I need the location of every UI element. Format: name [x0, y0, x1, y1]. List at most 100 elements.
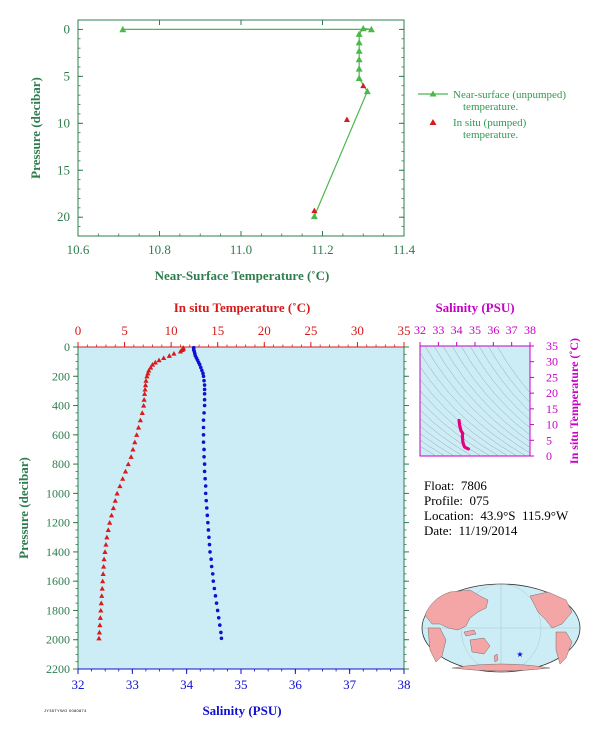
profile-salinity-point — [202, 378, 206, 383]
profile-temperature-point — [97, 622, 103, 628]
ts-temperature-tick-label: 15 — [546, 402, 558, 416]
profile-temperature-point — [101, 563, 107, 569]
profile-salinity-point — [202, 462, 207, 466]
near-surface-temperature-point — [355, 30, 363, 37]
profile-salinity-tick-label: 37 — [343, 677, 357, 692]
ts-density-contour — [433, 346, 530, 448]
top-x-tick-label: 11.2 — [311, 242, 333, 257]
ts-density-contour — [496, 346, 530, 394]
top-y-axis-label: Pressure (decibar) — [28, 77, 43, 179]
profile-temperature-point — [171, 350, 177, 356]
profile-temperature-point — [104, 534, 110, 540]
profile-pressure-tick-label: 1000 — [46, 486, 70, 500]
ts-density-contour — [451, 346, 530, 436]
profile-data-marks — [96, 345, 224, 641]
profile-temperature-tick-label: 10 — [165, 323, 178, 338]
profile-salinity-point — [201, 374, 206, 379]
profile-pressure-tick-label: 800 — [52, 457, 70, 471]
profile-salinity-point — [216, 615, 221, 620]
profile-temperature-point — [125, 461, 131, 467]
profile-salinity-point — [207, 535, 211, 540]
profile-temperature-point — [149, 361, 156, 367]
profile-temperature-point — [148, 364, 154, 370]
profile-temperature-point — [142, 386, 148, 392]
ts-salinity-tick-label: 32 — [414, 323, 426, 337]
profile-temperature-point — [98, 600, 104, 606]
profile-temperature-point — [97, 615, 103, 620]
profile-salinity-point — [200, 368, 204, 373]
profile-temperature-point — [101, 556, 107, 562]
near-surface-temperature-line — [122, 27, 372, 217]
ts-density-contour — [420, 378, 509, 456]
top-y-tick-label: 15 — [57, 162, 70, 177]
ts-temperature-tick-label: 10 — [546, 418, 558, 432]
profile-salinity-tick-label: 34 — [180, 677, 194, 692]
profile-temperature-point — [105, 527, 111, 533]
profile-salinity-point — [207, 542, 212, 547]
ts-density-contour — [442, 346, 530, 442]
ts-temperature-tick-label: 5 — [546, 433, 552, 447]
float-info: Float: 7806 Profile: 075 Location: 43.9°… — [424, 478, 568, 538]
profile-temperature-point — [161, 355, 167, 361]
profile-temperature-point — [98, 607, 104, 613]
profile-pressure-tick-label: 400 — [52, 399, 70, 413]
profile-temperature-point — [117, 483, 123, 489]
profile-pressure-tick-label: 0 — [64, 340, 70, 354]
top-y-tick-label: 0 — [64, 21, 71, 36]
profile-chart: 32 33 34 35 36 37 38 0 5 10 15 20 25 30 35 0 200 400 600 80… — [16, 300, 411, 718]
ts-salinity-tick-label: 37 — [506, 323, 518, 337]
profile-temperature-point — [108, 512, 115, 518]
profile-temperature-tick-label: 15 — [211, 323, 224, 338]
profile-temperature-point — [177, 348, 184, 354]
profile-salinity-point — [209, 564, 214, 569]
ts-salinity-tick-label: 33 — [432, 323, 444, 337]
profile-pressure-tick-label: 1400 — [46, 545, 70, 559]
profile-temperature-point — [135, 424, 142, 430]
near-surface-temperature-point — [367, 25, 375, 33]
profile-temperature-point — [107, 520, 113, 525]
profile-temperature-point — [112, 498, 118, 503]
profile-temperature-tick-label: 25 — [304, 323, 317, 338]
profile-temperature-point — [156, 357, 162, 363]
profile-pressure-tick-label: 1800 — [46, 603, 70, 617]
profile-temperature-tick-label: 5 — [121, 323, 128, 338]
map-land — [424, 589, 573, 672]
world-map: ★ — [421, 583, 581, 673]
profile-salinity-point — [219, 636, 224, 641]
profile-temperature-point — [134, 432, 140, 437]
ts-density-contour — [460, 346, 530, 429]
ts-density-contour — [420, 418, 473, 456]
ts-salinity-tick-label: 35 — [469, 323, 481, 337]
near-surface-temperature-point — [310, 212, 318, 220]
profile-temperature-point — [100, 578, 106, 584]
top-x-tick-label: 11.0 — [230, 242, 252, 257]
profile-salinity-tick-label: 36 — [289, 677, 303, 692]
profile-pressure-tick-label: 1200 — [46, 516, 70, 530]
top-y-tick-label: 5 — [64, 68, 71, 83]
near-surface-temperature-chart: 10.6 10.8 11.0 11.2 11.4 0 5 10 15 20 Near-Surfac… — [28, 19, 566, 283]
ts-density-contour — [424, 346, 530, 454]
ts-plot-background — [419, 345, 531, 457]
profile-salinity-point — [202, 454, 206, 459]
profile-temperature-point — [110, 505, 116, 511]
profile-salinity-point — [214, 601, 219, 605]
profile-salinity-point — [215, 608, 220, 613]
date: Date: 11/19/2014 — [424, 523, 518, 538]
profile-plot-background — [78, 347, 404, 669]
ts-density-contour — [469, 346, 530, 421]
profile-salinity-point — [213, 594, 218, 598]
in-situ-temperature-point — [360, 82, 367, 89]
profile-pressure-tick-label: 600 — [52, 428, 70, 442]
profile-salinity-point — [206, 520, 210, 525]
ts-density-contour — [420, 366, 518, 456]
profile-salinity-point — [201, 433, 206, 437]
profile-temperature-point — [141, 402, 147, 408]
profile-pressure-tick-label: 1600 — [46, 574, 70, 588]
profile-temperature-point — [96, 635, 102, 641]
ts-data-marks — [457, 418, 470, 451]
profile-salinity-point — [201, 425, 206, 430]
profile-axis-ticks: 32 33 34 35 36 37 38 0 5 10 15 20 25 30 35 0 200 400 600 80… — [46, 323, 411, 692]
profile-temperature-tick-label: 0 — [75, 323, 82, 338]
profile-salinity-point — [212, 586, 217, 591]
